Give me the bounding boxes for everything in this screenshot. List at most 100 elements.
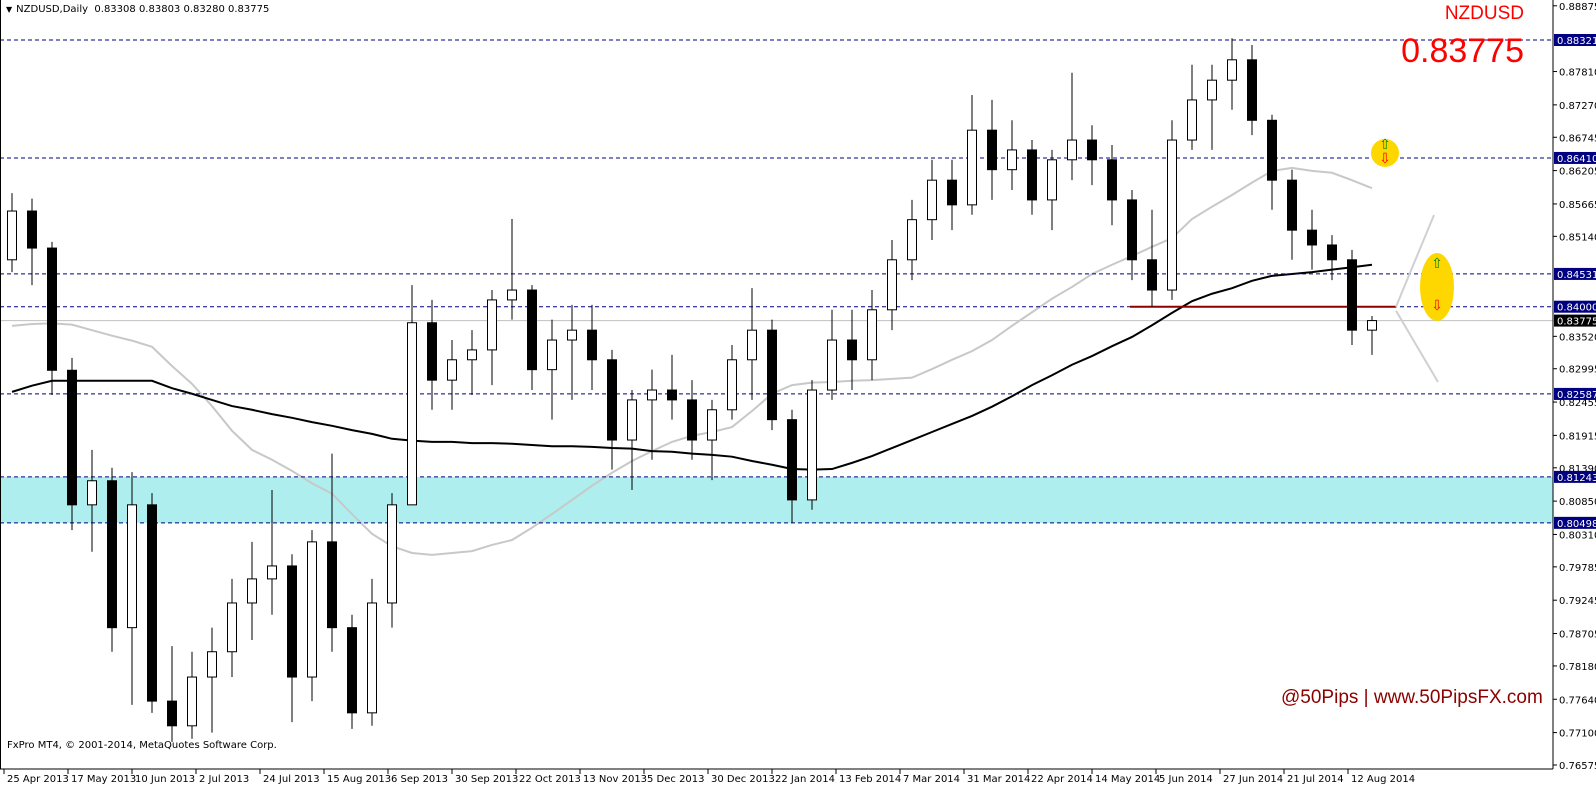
watermark: @50Pips | www.50PipsFX.com: [1281, 687, 1543, 708]
candle-body: [47, 247, 57, 371]
candle-body: [1087, 139, 1097, 161]
y-tick-label: 0.79245: [1559, 596, 1596, 607]
candle-body: [647, 389, 657, 401]
candle: [447, 340, 457, 410]
dropdown-triangle-icon[interactable]: ▼: [6, 5, 13, 14]
level-price-label: 0.80498: [1557, 519, 1596, 530]
candle-body: [527, 289, 537, 371]
candle-body: [1227, 59, 1237, 81]
x-tick-label: 13 Nov 2013: [583, 774, 647, 785]
candle: [707, 399, 717, 481]
candle-body: [127, 504, 137, 629]
x-tick-label: 2 Jul 2013: [199, 774, 249, 785]
candle-body: [427, 322, 437, 381]
candle: [1287, 169, 1297, 260]
candle-body: [867, 309, 877, 361]
x-tick-label: 22 Jan 2014: [775, 774, 835, 785]
current-price-label: 0.83775: [1401, 32, 1524, 70]
candle: [87, 449, 97, 552]
x-tick-label: 17 May 2013: [71, 774, 136, 785]
candle-body: [487, 299, 497, 351]
level-price-badge: [1554, 33, 1596, 46]
x-tick-label: 21 Jul 2014: [1287, 774, 1344, 785]
x-tick-label: 5 Dec 2013: [647, 774, 705, 785]
candle: [1027, 140, 1037, 215]
x-tick-label: 22 Oct 2013: [519, 774, 581, 785]
candle-body: [1187, 99, 1197, 141]
candle-body: [1027, 149, 1037, 201]
candle-body: [1347, 259, 1357, 331]
arrow-up-icon: ⇧: [1431, 256, 1443, 272]
candle-body: [1067, 139, 1077, 161]
candle-body: [847, 339, 857, 361]
candle-body: [1107, 159, 1117, 201]
x-tick-label: 5 Jun 2014: [1159, 774, 1213, 785]
y-tick-label: 0.88875: [1559, 2, 1596, 13]
level-price-label: 0.82587: [1557, 390, 1596, 401]
candle: [1127, 190, 1137, 281]
level-price-label: 0.84000: [1557, 303, 1596, 314]
candle: [1227, 38, 1237, 110]
candle-body: [27, 210, 37, 249]
candle: [307, 530, 317, 702]
symbol-label: NZDUSD: [1444, 3, 1524, 24]
level-price-badge: [1554, 151, 1596, 164]
candle-body: [767, 329, 777, 421]
candle-body: [347, 627, 357, 714]
y-tick-label: 0.81915: [1559, 431, 1596, 442]
candle: [287, 554, 297, 723]
ohlc-values: 0.83308 0.83803 0.83280 0.83775: [94, 4, 270, 15]
candle-body: [167, 700, 177, 727]
x-tick-label: 24 Jul 2013: [263, 774, 320, 785]
candle-body: [1287, 179, 1297, 231]
candle: [1247, 44, 1257, 136]
candle: [467, 330, 477, 395]
x-tick-label: 27 Jun 2014: [1223, 774, 1283, 785]
x-tick-label: 15 Aug 2013: [327, 774, 391, 785]
candle: [607, 349, 617, 470]
level-price-badge: [1554, 470, 1596, 483]
level-price-label: 0.81243: [1557, 473, 1596, 484]
copyright-text: FxPro MT4, © 2001-2014, MetaQuotes Softw…: [7, 740, 277, 751]
projection-line-down: [1395, 310, 1439, 383]
candle: [1327, 235, 1337, 281]
x-tick-label: 14 May 2014: [1095, 774, 1160, 785]
candle: [1267, 114, 1277, 210]
candle: [767, 319, 777, 431]
y-tick-label: 0.76575: [1559, 761, 1596, 772]
bid-price-badge: [1554, 314, 1596, 327]
candle: [947, 159, 957, 231]
candle: [1307, 209, 1317, 270]
y-tick-label: 0.85665: [1559, 200, 1596, 211]
candle: [687, 380, 697, 460]
candle-body: [567, 329, 577, 341]
candle: [147, 493, 157, 713]
candle-body: [447, 359, 457, 381]
candle-body: [1167, 139, 1177, 291]
candle: [667, 354, 677, 420]
arrow-down-icon: ⇩: [1431, 298, 1443, 314]
candle: [827, 309, 837, 400]
candle: [487, 290, 497, 386]
candle-body: [807, 389, 817, 501]
level-price-label: 0.86410: [1557, 154, 1596, 165]
candle-body: [887, 259, 897, 311]
candle: [127, 472, 137, 705]
candle: [987, 99, 997, 200]
candle: [227, 578, 237, 678]
arrow-up-icon: ⇧: [1379, 137, 1391, 153]
candle: [267, 490, 277, 615]
candle-body: [687, 399, 697, 441]
candle-body: [727, 359, 737, 411]
y-tick-label: 0.82995: [1559, 365, 1596, 376]
candle-body: [1007, 149, 1017, 171]
candle-body: [467, 349, 477, 361]
candle: [1147, 209, 1157, 307]
x-tick-label: 22 Apr 2014: [1031, 774, 1093, 785]
x-tick-label: 30 Sep 2013: [455, 774, 518, 785]
candle-body: [287, 565, 297, 678]
